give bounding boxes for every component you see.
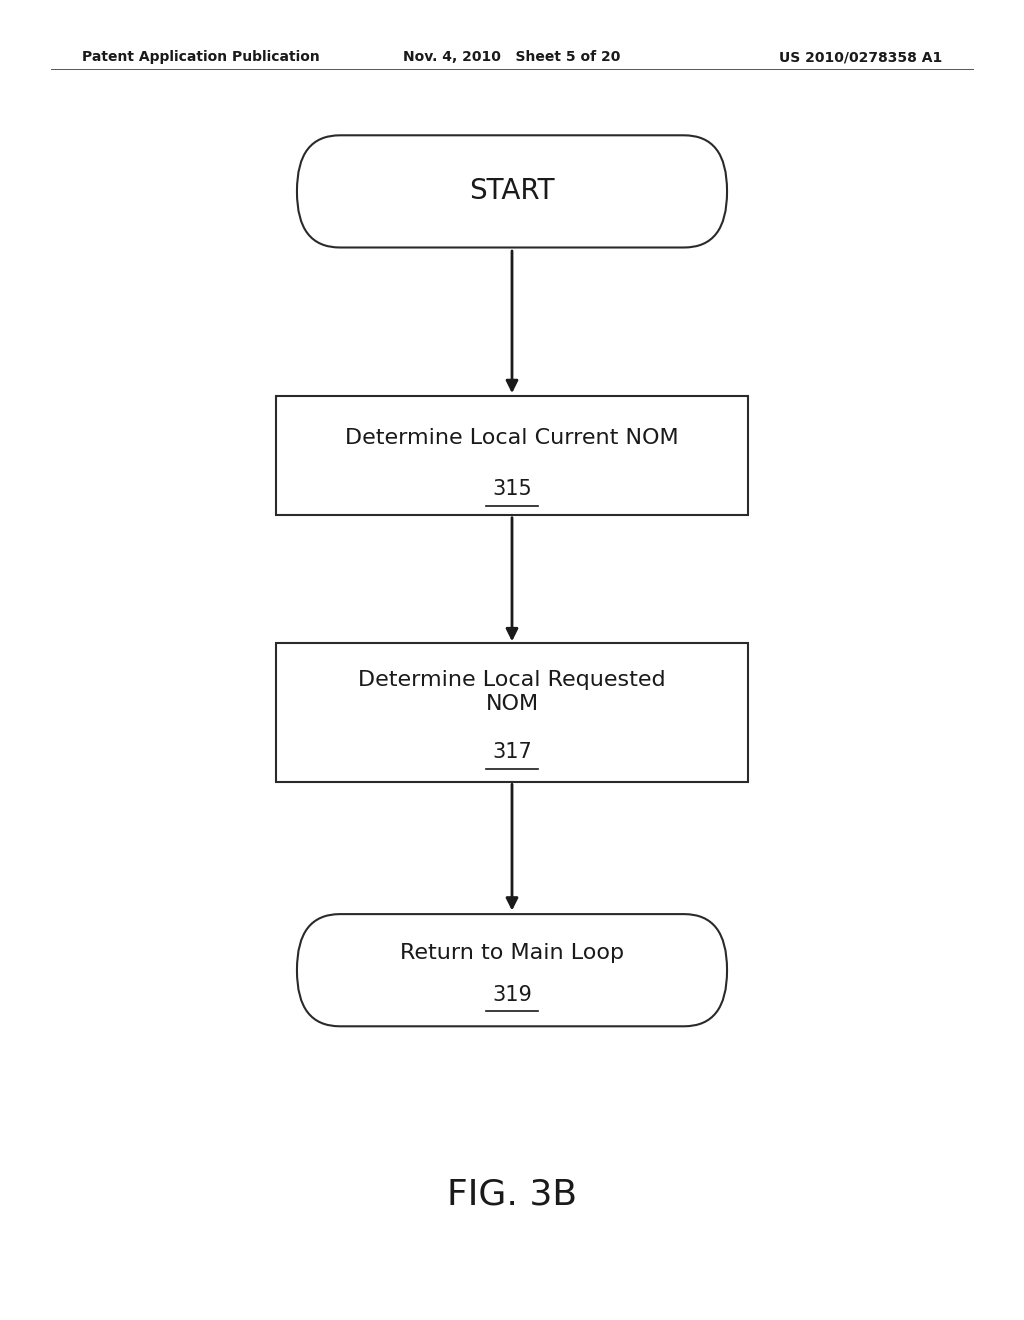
Text: 315: 315 — [493, 479, 531, 499]
Point — [480, 760, 493, 776]
Point — [480, 498, 493, 513]
Text: US 2010/0278358 A1: US 2010/0278358 A1 — [779, 50, 942, 65]
Bar — [276, 643, 748, 781]
Point — [531, 1003, 544, 1019]
Text: Patent Application Publication: Patent Application Publication — [82, 50, 319, 65]
Text: Return to Main Loop: Return to Main Loop — [400, 944, 624, 964]
Bar — [276, 396, 748, 515]
Text: 317: 317 — [493, 742, 531, 762]
Text: Determine Local Requested
NOM: Determine Local Requested NOM — [358, 671, 666, 714]
Point — [531, 760, 544, 776]
FancyBboxPatch shape — [297, 913, 727, 1027]
Text: 319: 319 — [493, 985, 531, 1005]
Text: START: START — [469, 177, 555, 206]
FancyBboxPatch shape — [297, 135, 727, 248]
Text: FIG. 3B: FIG. 3B — [447, 1177, 577, 1212]
Text: Nov. 4, 2010   Sheet 5 of 20: Nov. 4, 2010 Sheet 5 of 20 — [403, 50, 621, 65]
Text: Determine Local Current NOM: Determine Local Current NOM — [345, 428, 679, 447]
Point — [531, 498, 544, 513]
Point — [480, 1003, 493, 1019]
